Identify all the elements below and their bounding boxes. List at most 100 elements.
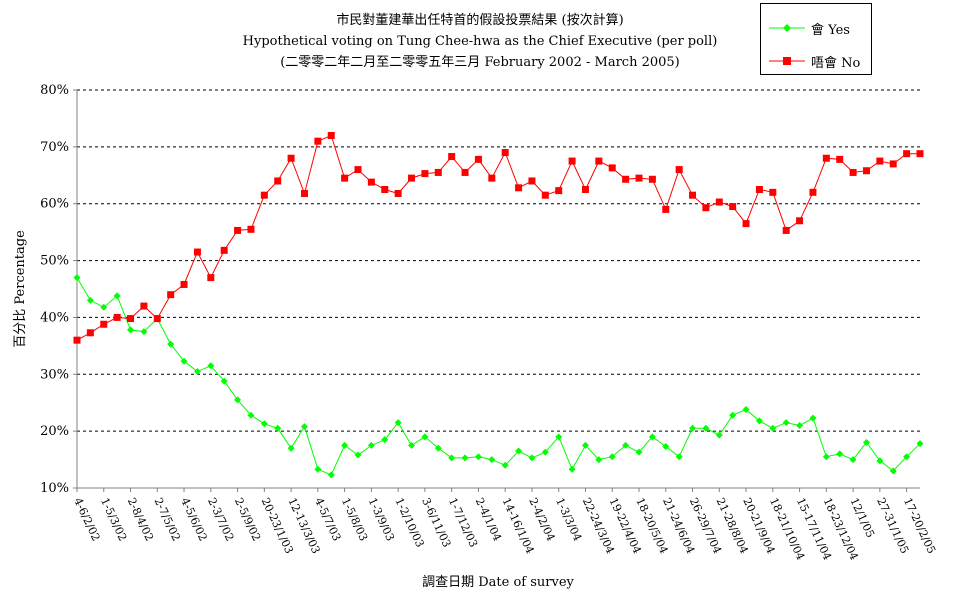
data-point-yes — [849, 456, 857, 464]
data-point-yes — [528, 454, 536, 462]
data-point-yes — [648, 433, 656, 441]
data-point-no — [73, 336, 81, 344]
data-point-yes — [300, 423, 308, 431]
chart-subtitle-2: (二零零二年二月至二零零五年三月 February 2002 - March 2… — [280, 55, 680, 70]
data-point-no — [501, 149, 509, 157]
legend-no-label: 唔會 No — [811, 55, 861, 71]
data-point-yes — [314, 465, 322, 473]
y-tick-label: 80% — [40, 83, 69, 98]
data-point-yes — [662, 442, 670, 450]
data-point-yes — [408, 441, 416, 449]
legend-yes-marker — [769, 24, 805, 32]
x-tick-label: 4-6/2/02 — [71, 496, 102, 543]
data-point-no — [876, 157, 884, 165]
data-point-no — [903, 150, 911, 158]
data-point-no — [742, 220, 750, 228]
data-point-no — [581, 186, 589, 193]
data-point-yes — [287, 444, 295, 452]
y-tick-label: 70% — [40, 140, 69, 155]
data-point-yes — [916, 440, 924, 448]
data-point-no — [140, 302, 148, 310]
data-point-yes — [367, 441, 375, 449]
data-point-no — [635, 174, 643, 182]
data-point-yes — [876, 457, 884, 465]
series-line-yes — [76, 277, 921, 476]
legend-item-no: 唔會 No — [769, 51, 860, 71]
data-point-yes — [796, 421, 804, 429]
data-point-yes — [729, 411, 737, 419]
series-lines — [76, 134, 921, 476]
data-point-no — [782, 226, 790, 234]
data-point-yes — [689, 424, 697, 432]
data-point-yes — [341, 441, 349, 449]
data-point-no — [180, 280, 188, 288]
data-point-yes — [675, 453, 683, 461]
data-point-no — [689, 191, 697, 199]
data-point-yes — [461, 454, 469, 462]
data-point-yes — [73, 274, 81, 282]
x-tick-labels: 4-6/2/021-5/3/022-8/4/022-7/5/024-5/6/02… — [71, 488, 938, 562]
data-point-yes — [715, 431, 723, 439]
data-point-yes — [501, 461, 509, 469]
data-point-no — [234, 226, 242, 234]
data-point-no — [314, 137, 322, 145]
data-point-no — [327, 131, 335, 139]
y-tick-label: 10% — [40, 481, 69, 496]
data-point-no — [193, 248, 201, 256]
y-tick-labels: 10% 20% 30% 40% 50% 60% 70% 80% — [40, 83, 77, 496]
data-point-no — [675, 166, 683, 174]
data-point-no — [220, 246, 228, 254]
data-point-no — [394, 189, 402, 197]
legend-item-yes: 會 Yes — [769, 18, 850, 38]
x-axis-title: 調查日期 Date of survey — [422, 575, 574, 590]
data-point-yes — [903, 453, 911, 461]
data-point-no — [488, 174, 496, 182]
data-point-yes — [836, 450, 844, 458]
data-point-no — [822, 154, 830, 162]
data-point-no — [715, 198, 723, 206]
y-tick-label: 60% — [40, 197, 69, 212]
data-point-no — [260, 191, 268, 199]
data-point-no — [541, 191, 549, 199]
data-point-no — [769, 188, 777, 196]
x-tick-label: 12/1/05 — [847, 496, 877, 540]
data-point-yes — [274, 424, 282, 432]
data-point-no — [274, 177, 282, 185]
data-point-no — [448, 153, 456, 161]
data-point-yes — [755, 417, 763, 425]
gridlines — [77, 89, 920, 432]
data-point-yes — [769, 424, 777, 432]
y-tick-label: 20% — [40, 424, 69, 439]
data-point-yes — [581, 441, 589, 449]
data-point-yes — [260, 420, 268, 428]
data-point-yes — [381, 436, 389, 444]
data-point-yes — [595, 456, 603, 464]
data-point-yes — [822, 453, 830, 461]
data-point-yes — [127, 326, 135, 334]
data-point-no — [662, 205, 670, 213]
data-point-no — [434, 168, 442, 176]
data-point-no — [408, 174, 416, 182]
data-point-no — [622, 175, 630, 183]
series-line-no — [76, 134, 920, 341]
data-point-yes — [608, 453, 616, 461]
data-point-no — [849, 168, 857, 176]
data-point-yes — [622, 441, 630, 449]
y-tick-label: 40% — [40, 310, 69, 325]
series-markers — [73, 131, 924, 479]
data-point-no — [153, 315, 161, 323]
data-point-no — [595, 157, 603, 165]
data-point-no — [127, 315, 135, 323]
legend-yes-label: 會 Yes — [811, 22, 850, 38]
data-point-yes — [180, 357, 188, 365]
data-point-no — [555, 187, 563, 195]
data-point-no — [354, 166, 362, 174]
chart-title: 市民對董建華出任特首的假設投票結果 (按次計算) — [336, 13, 624, 28]
y-axis-title: 百分比 Percentage — [13, 230, 28, 348]
data-point-yes — [782, 419, 790, 427]
data-point-no — [568, 157, 576, 165]
data-point-yes — [100, 303, 108, 311]
y-tick-label: 50% — [40, 254, 69, 269]
data-point-no — [836, 155, 844, 163]
